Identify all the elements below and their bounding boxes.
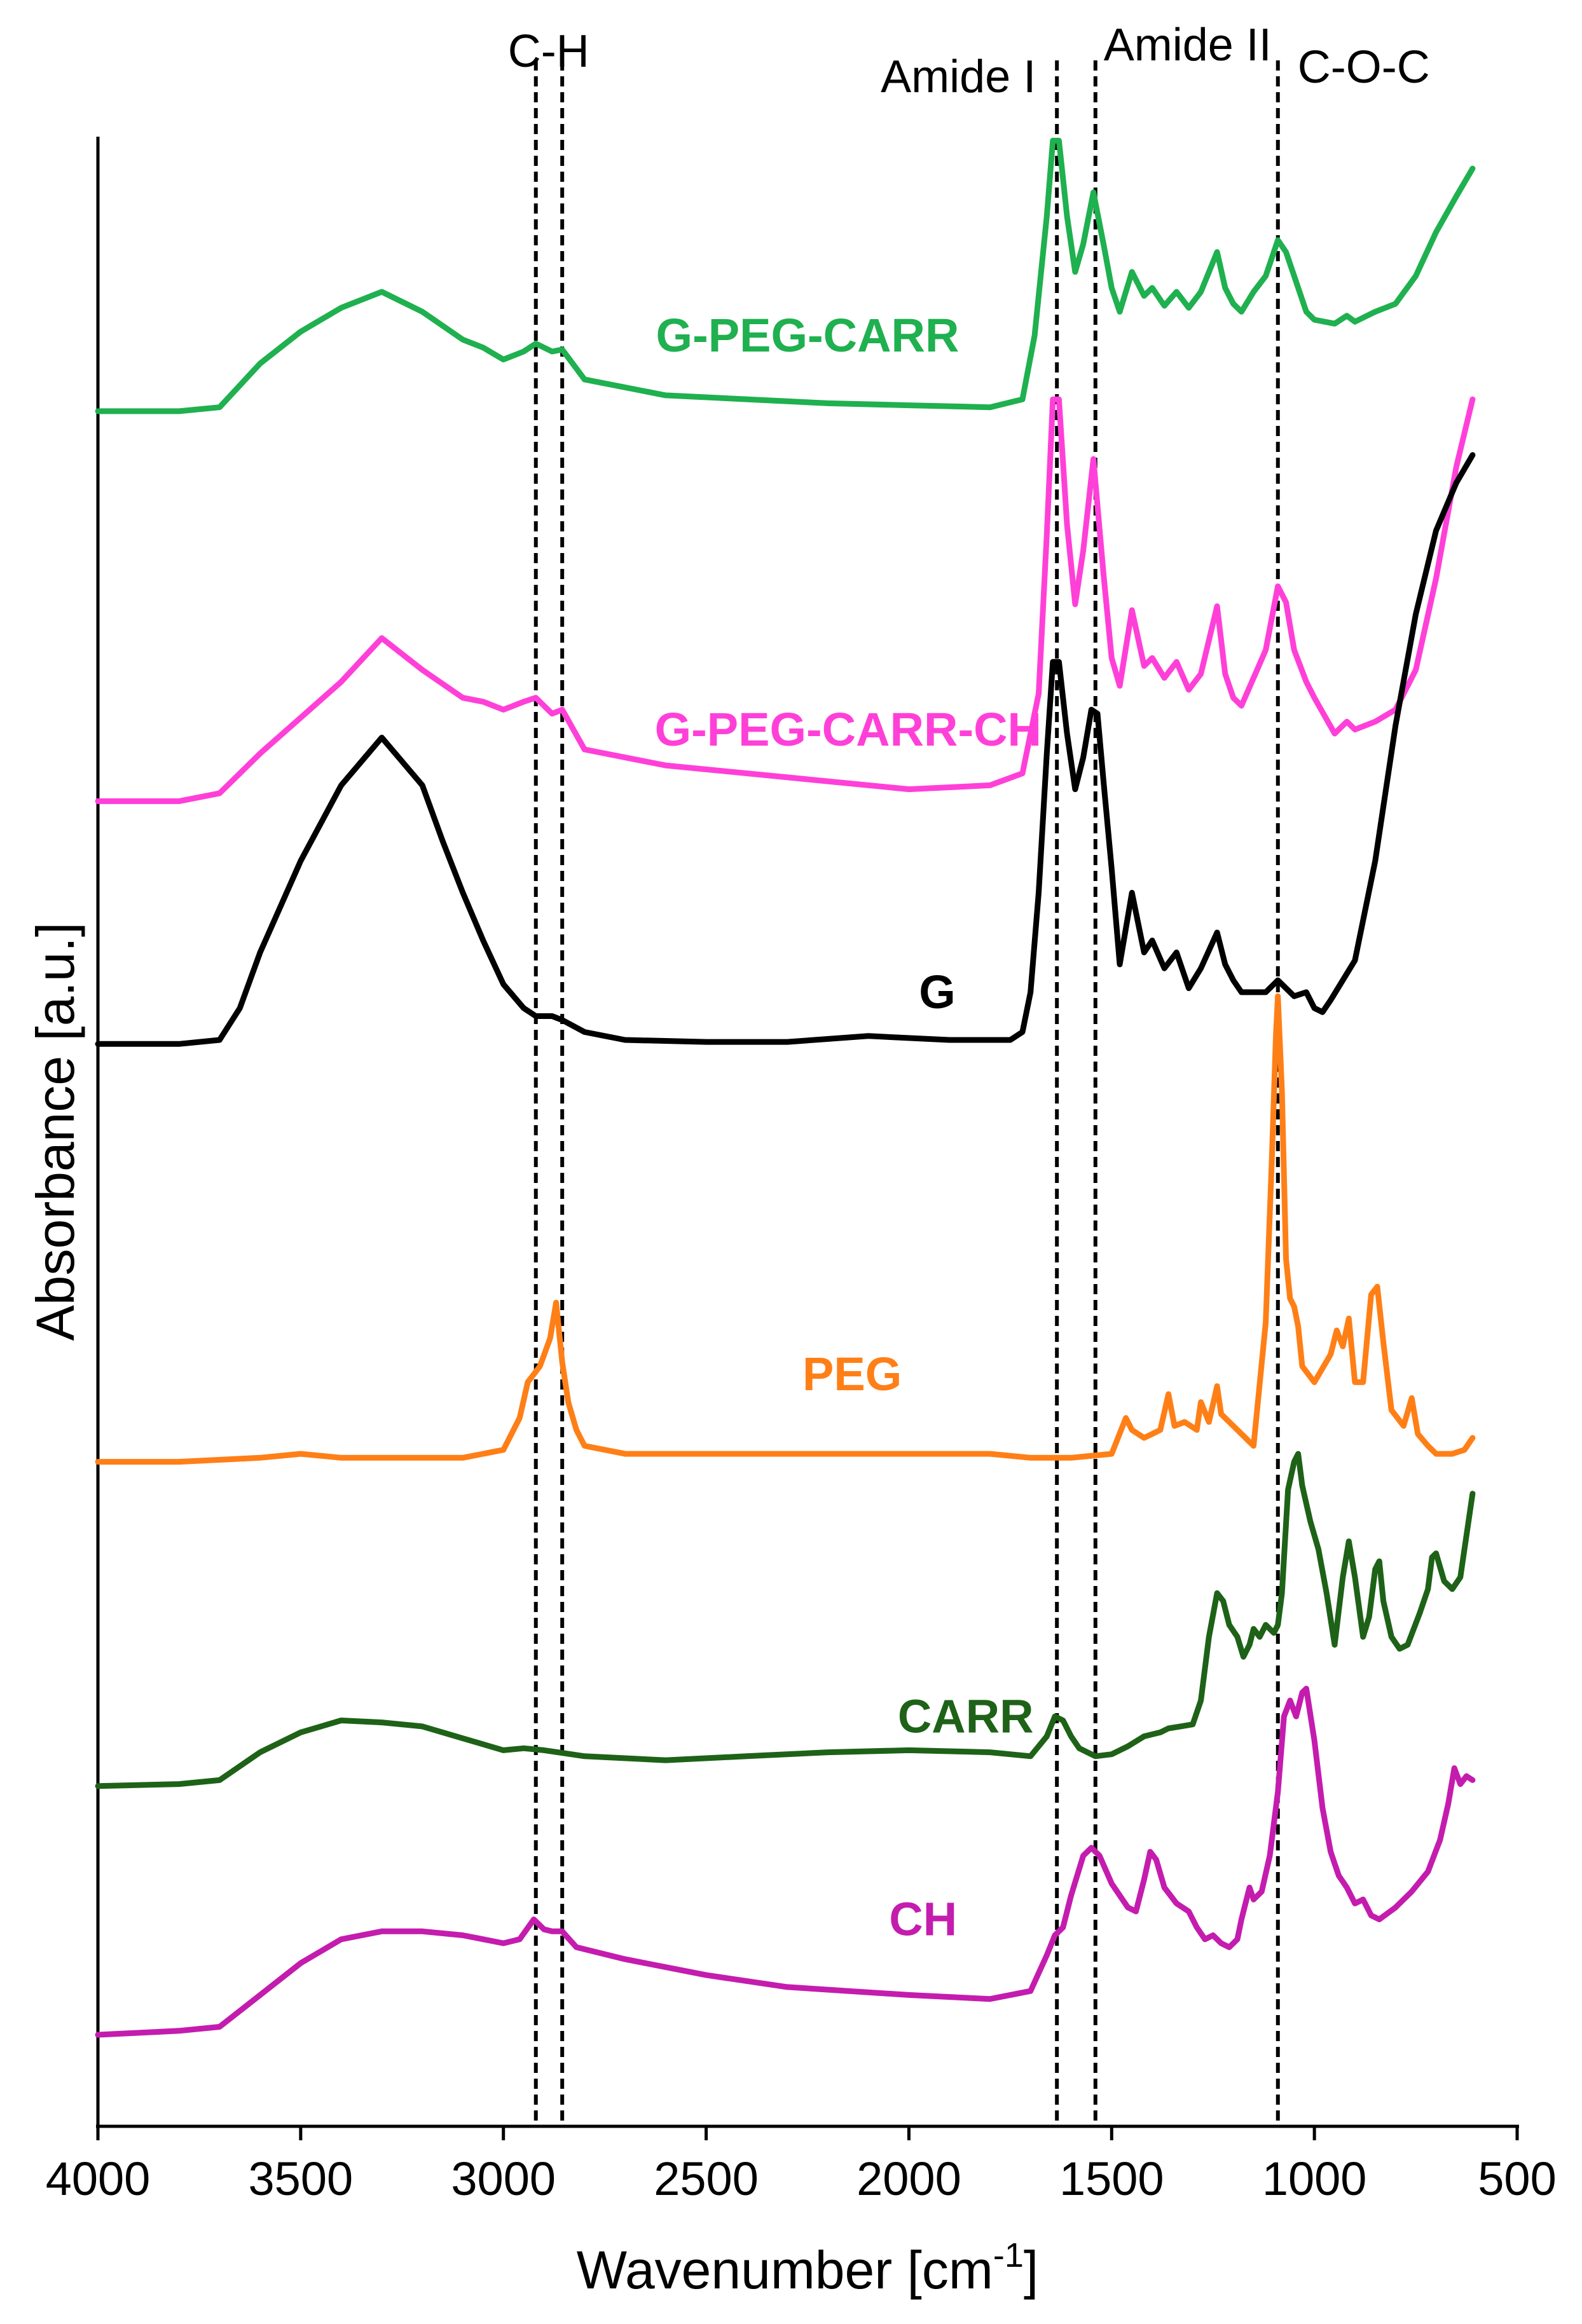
series-label: CH — [889, 1893, 957, 1946]
x-tick-label: 2000 — [856, 2152, 961, 2205]
band-label: C-H — [508, 26, 589, 77]
series-label: CARR — [898, 1690, 1034, 1742]
series-line — [95, 993, 1476, 1465]
reference-lines: C-H Amide I Amide II C-O-C — [508, 20, 1430, 2126]
x-tick-label: 4000 — [46, 2152, 151, 2205]
x-tick-label: 500 — [1478, 2152, 1556, 2205]
series-label: G-PEG-CARR — [656, 309, 960, 362]
x-axis-title: Wavenumber [cm-1] — [577, 2236, 1038, 2300]
series-label: PEG — [802, 1348, 902, 1400]
x-tick-label: 3500 — [249, 2152, 354, 2205]
y-axis-title: Absorbance [a.u.] — [25, 922, 85, 1341]
band-label: Amide II — [1104, 20, 1272, 71]
x-axis-title-main: Wavenumber [cm — [577, 2240, 993, 2300]
x-tick-label: 2500 — [654, 2152, 759, 2205]
series-line — [95, 396, 1476, 804]
band-label: C-O-C — [1298, 42, 1430, 93]
x-axis-ticks: 4000 3500 3000 2500 2000 1500 1000 500 — [46, 2126, 1557, 2205]
series-label: G-PEG-CARR-CH — [655, 703, 1042, 756]
x-tick-label: 3000 — [451, 2152, 556, 2205]
series-label: G — [919, 966, 956, 1018]
series-group: G-PEG-CARR G-PEG-CARR-CH G PEG CARR CH — [95, 137, 1476, 2038]
series-line — [95, 452, 1476, 1047]
x-tick-label: 1000 — [1262, 2152, 1367, 2205]
series-line — [95, 137, 1476, 414]
series-line — [95, 1451, 1476, 1789]
x-axis-title-superscript: -1 — [993, 2236, 1024, 2274]
x-tick-label: 1500 — [1059, 2152, 1164, 2205]
x-axis-title-end: ] — [1024, 2240, 1038, 2300]
series-line — [95, 1685, 1476, 2038]
band-label: Amide I — [881, 51, 1036, 102]
